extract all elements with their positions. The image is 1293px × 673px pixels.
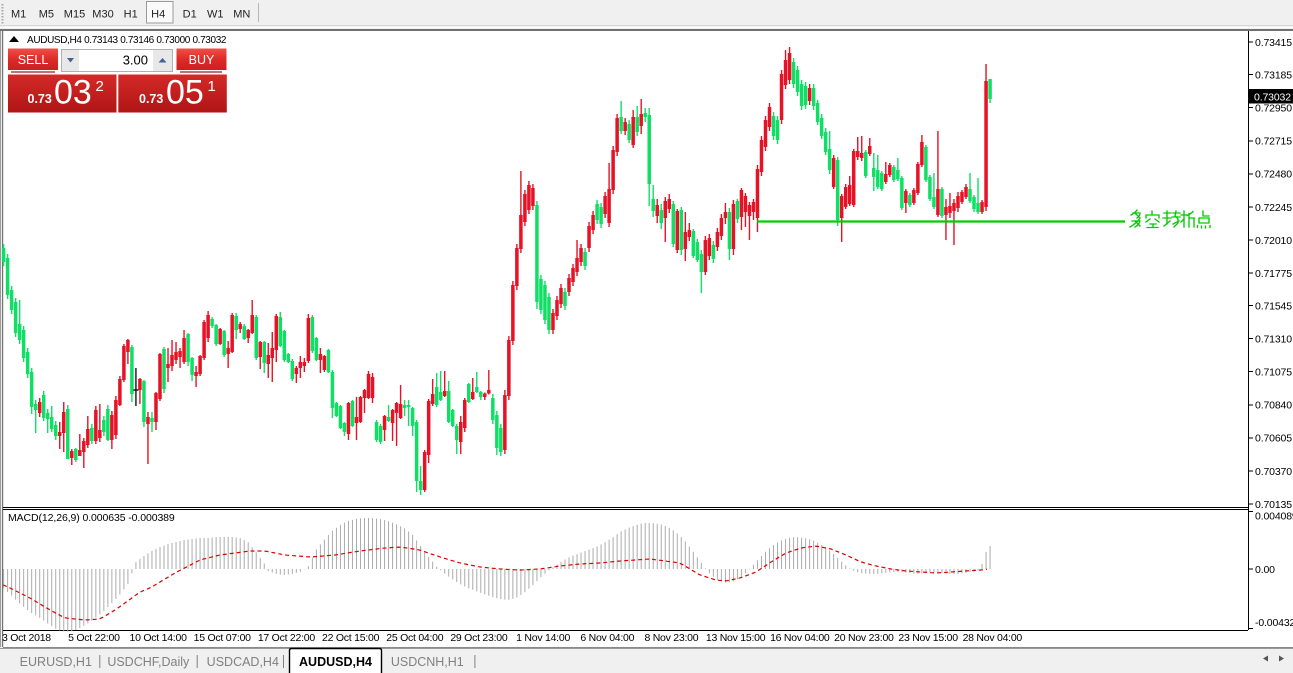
- svg-text:22 Oct 15:00: 22 Oct 15:00: [322, 632, 380, 644]
- svg-text:BUY: BUY: [189, 53, 215, 67]
- svg-text:0.72245: 0.72245: [1255, 202, 1292, 214]
- svg-text:0.004089: 0.004089: [1255, 511, 1293, 523]
- svg-text:25 Oct 04:00: 25 Oct 04:00: [386, 632, 444, 644]
- svg-text:17 Oct 22:00: 17 Oct 22:00: [258, 632, 316, 644]
- svg-text:MN: MN: [233, 9, 250, 21]
- svg-text:H1: H1: [124, 9, 138, 21]
- svg-text:8 Nov 23:00: 8 Nov 23:00: [644, 632, 698, 644]
- svg-text:03: 03: [54, 74, 92, 112]
- svg-text:0.00: 0.00: [1255, 564, 1275, 576]
- svg-text:6 Nov 04:00: 6 Nov 04:00: [580, 632, 634, 644]
- svg-text:2: 2: [96, 78, 104, 95]
- svg-text:0.70370: 0.70370: [1255, 466, 1292, 478]
- svg-text:0.73185: 0.73185: [1255, 69, 1292, 81]
- svg-text:29 Oct 23:00: 29 Oct 23:00: [450, 632, 508, 644]
- svg-text:0.70605: 0.70605: [1255, 433, 1292, 445]
- svg-text:M15: M15: [64, 9, 85, 21]
- svg-text:0.71310: 0.71310: [1255, 333, 1292, 345]
- svg-text:M30: M30: [92, 9, 113, 21]
- svg-text:W1: W1: [207, 9, 224, 21]
- svg-text:0.72715: 0.72715: [1255, 136, 1292, 148]
- svg-text:0.72480: 0.72480: [1255, 169, 1292, 181]
- svg-text:MACD(12,26,9) 0.000635 -0.0003: MACD(12,26,9) 0.000635 -0.000389: [8, 512, 175, 524]
- svg-text:0.71075: 0.71075: [1255, 367, 1292, 379]
- svg-text:0.73032: 0.73032: [1254, 91, 1291, 103]
- svg-text:0.72950: 0.72950: [1255, 103, 1292, 115]
- svg-text:0.70840: 0.70840: [1255, 400, 1292, 412]
- svg-text:3.00: 3.00: [123, 53, 148, 68]
- svg-text:1: 1: [208, 78, 216, 95]
- svg-text:USDCAD,H4: USDCAD,H4: [207, 655, 279, 669]
- svg-text:0.71775: 0.71775: [1255, 268, 1292, 280]
- svg-text:H4: H4: [151, 9, 165, 21]
- svg-text:20 Nov 23:00: 20 Nov 23:00: [834, 632, 894, 644]
- svg-text:-0.004322: -0.004322: [1255, 617, 1293, 629]
- svg-text:AUDUSD,H4 0.73143 0.73146 0.7: AUDUSD,H4 0.73143 0.73146 0.73000 0.7303…: [27, 35, 227, 46]
- svg-text:M5: M5: [39, 9, 54, 21]
- svg-text:USDCNH,H1: USDCNH,H1: [391, 655, 464, 669]
- svg-text:23 Nov 15:00: 23 Nov 15:00: [898, 632, 958, 644]
- svg-text:1 Nov 14:00: 1 Nov 14:00: [516, 632, 570, 644]
- svg-text:0.71545: 0.71545: [1255, 300, 1292, 312]
- svg-text:5 Oct 22:00: 5 Oct 22:00: [68, 632, 120, 644]
- svg-text:M1: M1: [11, 9, 26, 21]
- svg-text:05: 05: [166, 74, 204, 112]
- svg-text:28 Nov 04:00: 28 Nov 04:00: [963, 632, 1023, 644]
- svg-text:EURUSD,H1: EURUSD,H1: [20, 655, 92, 669]
- svg-text:16 Nov 04:00: 16 Nov 04:00: [770, 632, 830, 644]
- svg-text:3 Oct 2018: 3 Oct 2018: [2, 632, 51, 644]
- svg-text:13 Nov 15:00: 13 Nov 15:00: [706, 632, 766, 644]
- svg-text:AUDUSD,H4: AUDUSD,H4: [299, 655, 372, 669]
- svg-text:0.73: 0.73: [139, 92, 163, 106]
- svg-text:D1: D1: [183, 9, 197, 21]
- svg-text:0.73: 0.73: [28, 92, 52, 106]
- svg-text:SELL: SELL: [18, 53, 49, 67]
- svg-text:15 Oct 07:00: 15 Oct 07:00: [194, 632, 252, 644]
- svg-text:10 Oct 14:00: 10 Oct 14:00: [130, 632, 188, 644]
- svg-text:USDCHF,Daily: USDCHF,Daily: [107, 655, 190, 669]
- svg-text:0.70135: 0.70135: [1255, 499, 1292, 511]
- svg-text:0.73415: 0.73415: [1255, 37, 1292, 49]
- svg-text:0.72010: 0.72010: [1255, 235, 1292, 247]
